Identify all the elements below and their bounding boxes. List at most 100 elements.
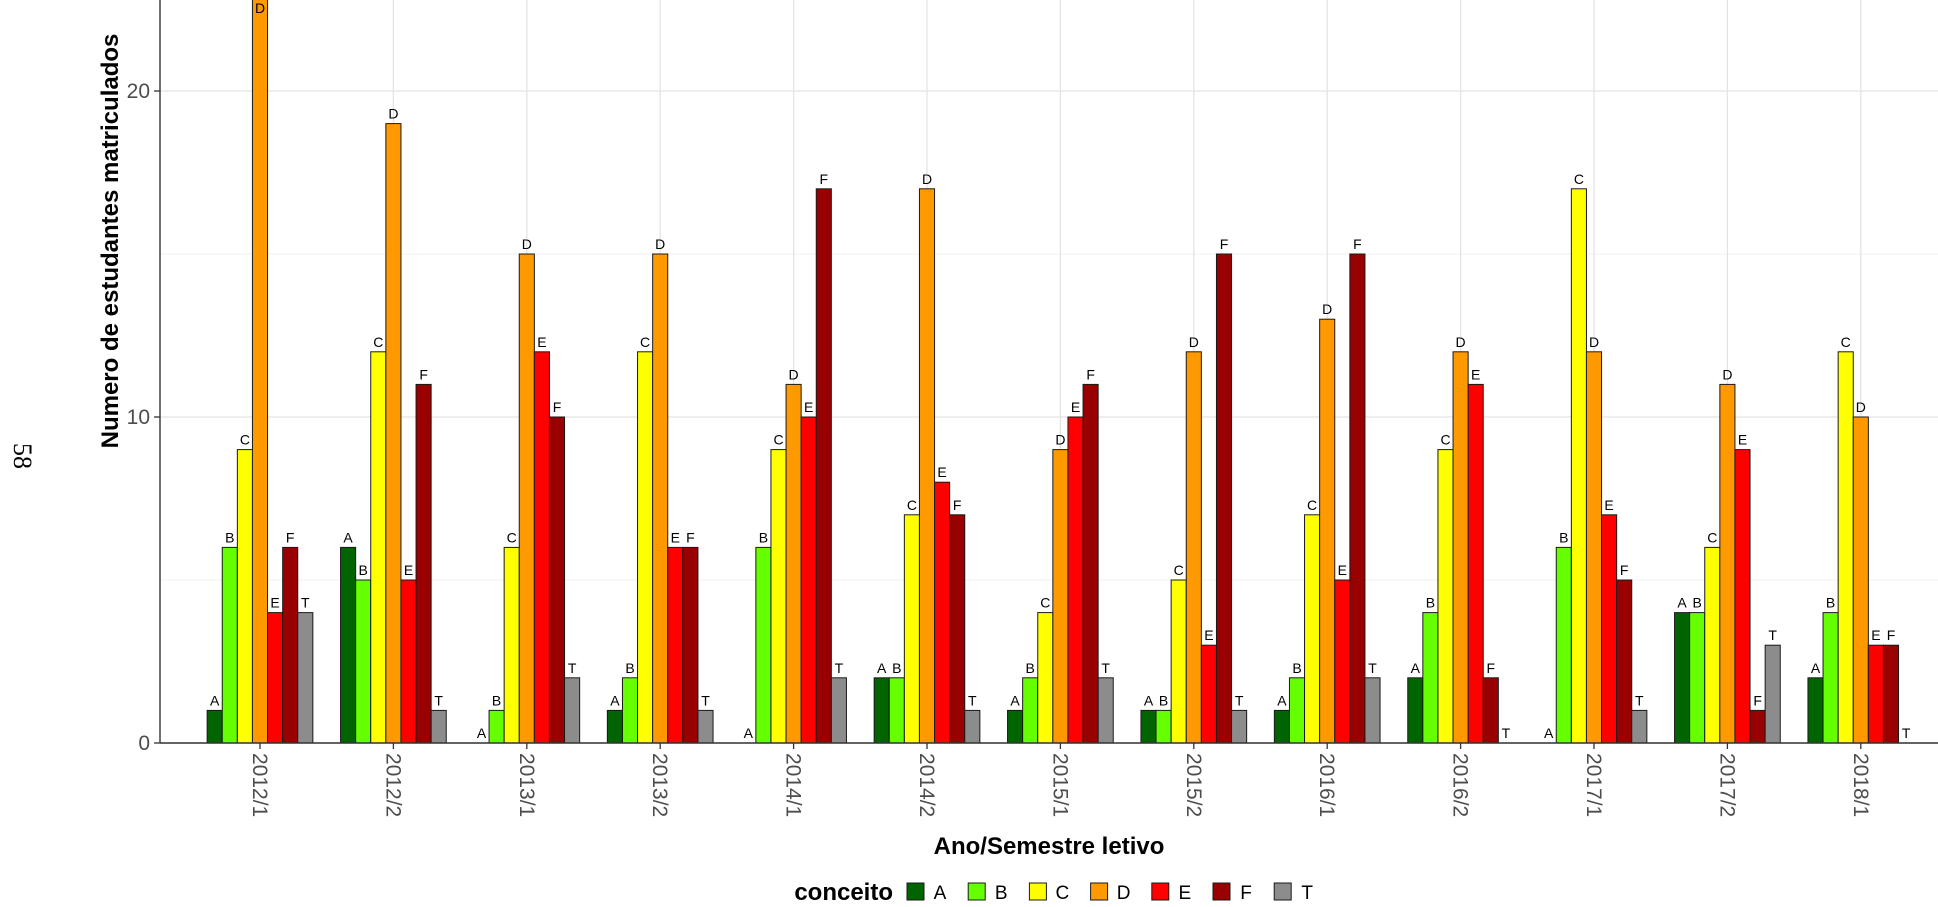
bar-D-2016-1: [1319, 318, 1336, 744]
bar-E-2015-2: [1200, 644, 1217, 744]
bar-B-2012-2: [355, 579, 372, 744]
legend-key-E: [1151, 882, 1170, 901]
bar-label: T: [701, 692, 710, 708]
bar-label: T: [568, 660, 577, 676]
bar-label: E: [937, 464, 946, 480]
bar-label: C: [507, 529, 517, 545]
bar-A-2013-2: [606, 709, 623, 744]
legend-key-F: [1212, 882, 1231, 901]
bar-T-2015-2: [1231, 709, 1248, 744]
bar-B-2018-1: [1822, 612, 1839, 744]
bar-label: T: [301, 595, 310, 611]
bar-label: C: [907, 497, 917, 513]
bar-label: T: [1902, 725, 1911, 741]
bar-label: B: [625, 660, 634, 676]
bar-label: F: [286, 529, 295, 545]
bar-C-2017-2: [1704, 546, 1721, 744]
x-tick-label: 2016/1: [1315, 753, 1338, 817]
bar-label: D: [1856, 399, 1866, 415]
bar-T-2012-2: [430, 709, 447, 744]
bar-label: A: [1677, 595, 1687, 611]
bar-T-2014-1: [830, 677, 847, 744]
axis-layer: 0 10 20 2012/1 2012/2 2013/1 2013/2 2014/1 2014/…: [127, 0, 1938, 817]
y-tick-label: 20: [127, 80, 150, 103]
bar-label: D: [789, 366, 799, 382]
y-axis-title: Numero de estudantes matriculados: [97, 34, 124, 449]
bar-label: C: [1574, 171, 1584, 187]
bar-layer: [206, 0, 1900, 744]
x-tick-label: 2014/1: [782, 753, 805, 817]
bar-label: F: [419, 366, 428, 382]
bar-F-2016-2: [1482, 677, 1499, 744]
bar-E-2013-1: [533, 351, 550, 744]
bar-label: F: [1086, 366, 1095, 382]
bar-label: A: [1277, 692, 1287, 708]
bar-label: T: [434, 692, 443, 708]
legend-key-B: [967, 882, 986, 901]
bar-C-2014-2: [903, 514, 920, 744]
bar-A-2012-2: [340, 546, 357, 744]
bar-label: C: [1040, 595, 1050, 611]
bar-F-2013-2: [682, 546, 699, 744]
x-tick-label: 2017/1: [1582, 753, 1605, 817]
bar-label: B: [492, 692, 501, 708]
bar-T-2014-2: [964, 709, 981, 744]
bar-label: C: [1440, 432, 1450, 448]
bar-C-2014-1: [770, 449, 787, 744]
bar-B-2016-2: [1422, 612, 1439, 744]
bar-B-2013-2: [621, 677, 639, 744]
bar-D-2018-1: [1852, 416, 1869, 744]
bar-label: C: [773, 432, 783, 448]
bar-label: C: [640, 334, 650, 350]
x-tick-label: 2013/1: [515, 753, 538, 817]
bar-D-2013-2: [652, 253, 669, 744]
page-number: 58: [8, 443, 37, 469]
bar-label: E: [1471, 366, 1480, 382]
bar-F-2012-2: [415, 383, 432, 744]
bar-label: D: [522, 236, 532, 252]
legend-label-F: F: [1240, 883, 1252, 904]
bar-label: D: [1189, 334, 1199, 350]
bar-label: A: [210, 692, 220, 708]
bar-B-2016-1: [1288, 677, 1306, 744]
bar-F-2017-1: [1616, 579, 1633, 744]
x-tick-label: 2015/1: [1048, 753, 1071, 817]
bar-T-2017-2: [1764, 644, 1781, 744]
bar-A-2015-1: [1007, 709, 1024, 744]
bar-A-2015-2: [1140, 709, 1157, 744]
bar-A-2012-1: [206, 709, 223, 744]
bar-label: T: [1101, 660, 1110, 676]
bar-T-2016-1: [1364, 677, 1381, 744]
bar-label: F: [1887, 627, 1896, 643]
bar-B-2017-1: [1555, 546, 1572, 744]
bar-B-2017-2: [1689, 612, 1706, 744]
bar-label: F: [1620, 562, 1629, 578]
legend-key-T: [1273, 882, 1292, 901]
bar-label: B: [1693, 595, 1702, 611]
bar-label: T: [835, 660, 844, 676]
bar-label: C: [1307, 497, 1317, 513]
bar-label: E: [404, 562, 413, 578]
bar-D-2016-2: [1452, 351, 1469, 744]
bar-label: E: [804, 399, 813, 415]
x-axis-title: Ano/Semestre letivo: [934, 833, 1165, 860]
bar-F-2013-1: [548, 416, 566, 744]
bar-label: T: [1635, 692, 1644, 708]
bar-B-2015-1: [1022, 677, 1039, 744]
bar-B-2012-1: [221, 546, 238, 744]
bar-E-2016-2: [1467, 383, 1484, 744]
bar-E-2017-1: [1601, 514, 1618, 744]
bar-D-2014-2: [918, 188, 936, 744]
bar-B-2014-1: [755, 546, 772, 744]
bar-label: E: [1871, 627, 1880, 643]
bar-label: F: [1753, 692, 1762, 708]
bar-label: E: [1738, 432, 1747, 448]
bar-label: A: [1144, 692, 1154, 708]
bar-label: B: [759, 529, 768, 545]
legend-key-D: [1090, 882, 1109, 901]
bar-label: F: [953, 497, 962, 513]
legend-label-D: D: [1117, 883, 1131, 904]
